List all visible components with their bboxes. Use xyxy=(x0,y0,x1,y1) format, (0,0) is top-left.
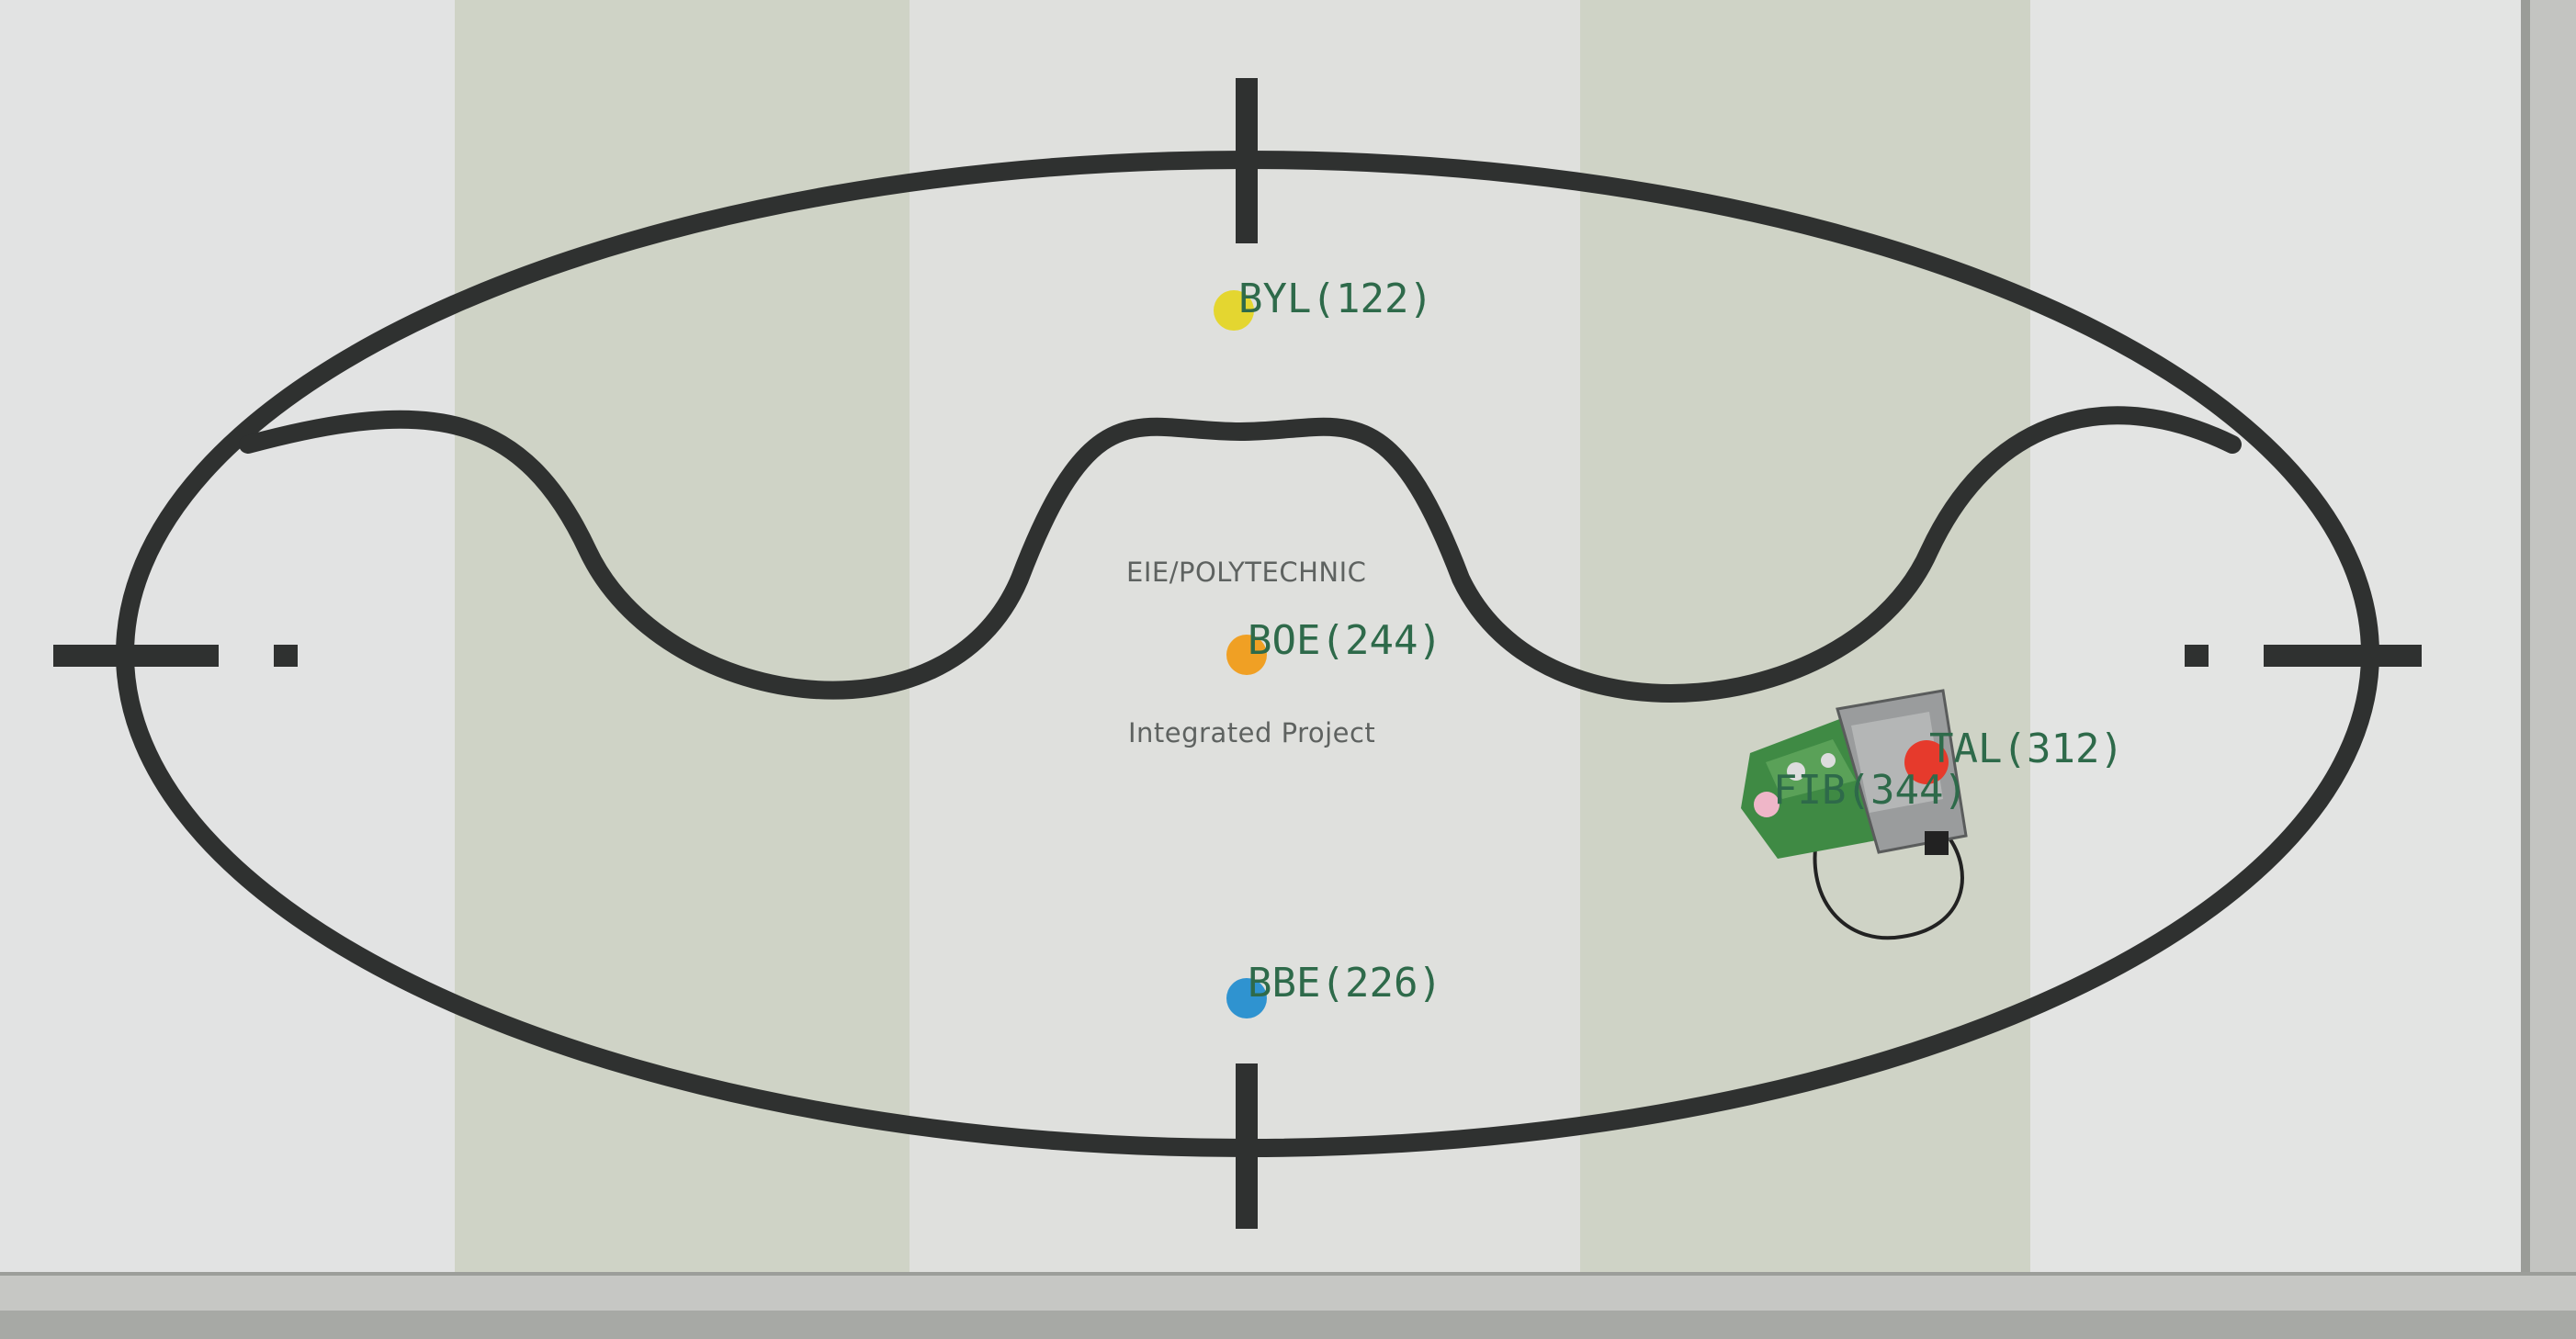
board-background xyxy=(0,0,2521,1272)
pink-ball xyxy=(1754,792,1779,817)
board-title-text: EIE/POLYTECHNIC xyxy=(1126,557,1367,588)
line-track xyxy=(53,78,2422,1229)
board-subtitle-text: Integrated Project xyxy=(1128,717,1376,748)
detection-label-tal: TAL(312) xyxy=(1929,726,2124,772)
orange-ball xyxy=(1226,635,1267,675)
robot-car xyxy=(1741,689,1968,940)
red-ball xyxy=(1904,740,1949,784)
detection-label-byl: BYL(122) xyxy=(1238,276,1433,322)
blue-ball xyxy=(1226,978,1267,1018)
detection-label-bbe: BBE(226) xyxy=(1248,960,1442,1007)
detection-label-fib: FIB(344) xyxy=(1773,767,1968,814)
detection-label-boe: BOE(244) xyxy=(1248,617,1442,664)
detection-dots xyxy=(1214,290,1949,1018)
inner-wave-track xyxy=(239,406,2242,703)
yellow-ball xyxy=(1214,290,1254,331)
